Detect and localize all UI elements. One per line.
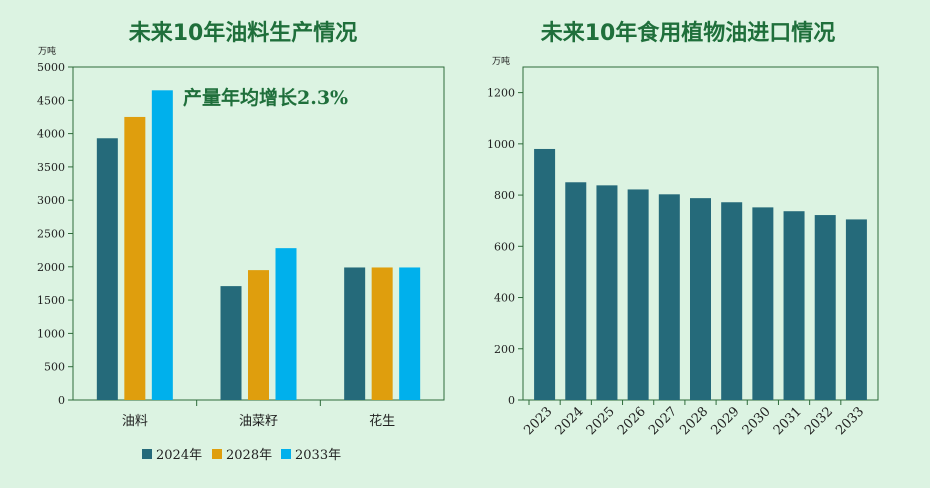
chart1-bar-1-1 [248, 270, 269, 400]
chart1-y-ticks: 0 500 1000 1500 2000 2500 3000 3500 4000 4500 5000 [37, 61, 73, 407]
legend-label-2: 2033年 [295, 448, 341, 463]
chart1-category-labels: 油料 油菜籽 花生 [122, 400, 395, 429]
chart1-bar-1-0 [220, 286, 242, 400]
vegetable-oil-import-chart: 未来10年食用植物油进口情况 万吨 020040060080010001200 … [487, 20, 879, 438]
chart2-category-label: 2025 [584, 404, 618, 438]
chart1-bar-1-2 [275, 248, 297, 400]
chart1-bar-2-2 [399, 267, 421, 400]
chart2-bar-2024 [565, 182, 587, 400]
chart1-y-tick-label: 2000 [37, 261, 65, 274]
chart2-y-tick-label: 400 [494, 292, 515, 305]
chart1-y-tick-label: 0 [58, 394, 65, 407]
chart2-bar-2023 [534, 148, 556, 400]
chart1-y-tick-label: 500 [44, 361, 65, 374]
chart2-category-label: 2032 [802, 404, 836, 438]
chart2-bars [534, 148, 867, 400]
chart1-y-tick-label: 4500 [37, 94, 65, 107]
chart1-y-tick-label: 3000 [37, 194, 65, 207]
chart2-bar-2032 [814, 215, 836, 400]
chart2-category-label: 2031 [771, 404, 805, 438]
chart1-category-label: 花生 [369, 413, 395, 429]
chart1-bar-2-1 [371, 267, 393, 400]
chart1-y-unit: 万吨 [38, 45, 56, 57]
chart2-bar-2025 [596, 185, 618, 400]
chart1-y-tick-label: 4000 [37, 128, 65, 141]
chart2-category-label: 2023 [521, 404, 555, 438]
chart2-y-tick-label: 800 [494, 189, 515, 202]
chart2-y-tick-label: 600 [494, 240, 515, 253]
chart2-category-label: 2027 [646, 404, 680, 438]
chart1-legend: 2024年 2028年 2033年 [142, 448, 341, 463]
legend-label-1: 2028年 [226, 448, 272, 463]
chart2-y-unit: 万吨 [492, 55, 510, 67]
legend-swatch-1 [212, 449, 222, 459]
chart2-y-tick-label: 200 [494, 343, 515, 356]
chart1-category-label: 油料 [122, 414, 148, 429]
chart1-y-tick-label: 5000 [37, 61, 65, 74]
chart2-y-tick-label: 1200 [487, 87, 515, 100]
chart2-bar-2028 [690, 198, 711, 400]
chart2-bar-2033 [845, 219, 867, 400]
chart2-category-label: 2026 [615, 404, 649, 438]
legend-swatch-0 [142, 449, 152, 459]
chart1-y-tick-label: 3500 [37, 161, 65, 174]
chart2-bar-2027 [658, 194, 680, 400]
legend-swatch-2 [281, 449, 291, 459]
chart1-y-tick-label: 1000 [37, 327, 65, 340]
chart2-y-ticks: 0 200 400 600 800 1000 1200 [487, 87, 523, 407]
legend-label-0: 2024年 [156, 448, 202, 463]
chart2-category-labels: 2023202420252026202720282029203020312032… [521, 400, 867, 438]
chart1-title: 未来10年油料生产情况 [129, 20, 358, 46]
chart2-title: 未来10年食用植物油进口情况 [541, 20, 836, 46]
chart2-category-label: 2033 [833, 404, 867, 438]
chart2-bar-2030 [752, 207, 774, 400]
chart2-bar-2029 [721, 202, 743, 400]
chart1-bar-2-0 [344, 267, 366, 400]
chart2-category-label: 2028 [677, 404, 711, 438]
chart2-category-label: 2029 [709, 404, 743, 438]
chart2-y-tick-label: 1000 [487, 138, 515, 151]
chart2-y-tick-label: 0 [508, 394, 515, 407]
chart2-bar-2031 [783, 211, 805, 400]
chart1-bars [96, 90, 421, 400]
chart1-annotation: 产量年均增长2.3% [183, 86, 348, 109]
chart1-category-label: 油菜籽 [239, 414, 278, 429]
chart1-bar-0-0 [96, 138, 118, 400]
chart2-bar-2026 [627, 189, 649, 400]
chart2-category-label: 2030 [740, 404, 774, 438]
chart1-y-tick-label: 2500 [37, 228, 65, 241]
chart1-bar-0-2 [151, 90, 173, 400]
chart1-y-tick-label: 1500 [37, 294, 65, 307]
chart2-category-label: 2024 [553, 404, 587, 438]
oilseed-production-chart: 未来10年油料生产情况 万吨 0 500 1000 1500 2000 2500 3000 3… [37, 20, 445, 463]
chart1-bar-0-1 [124, 116, 146, 400]
